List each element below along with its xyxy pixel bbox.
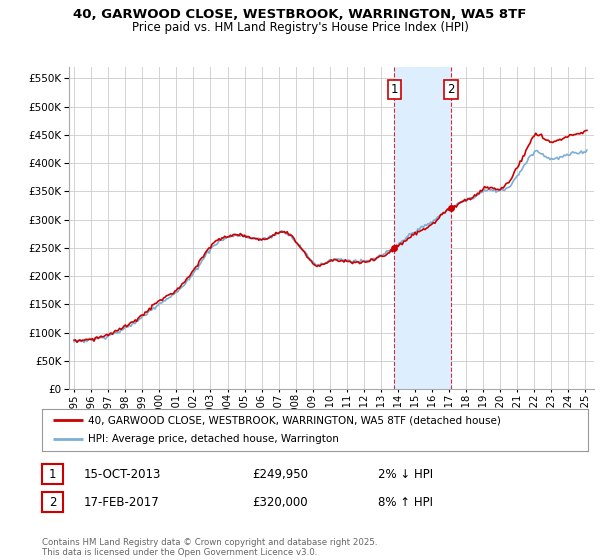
Bar [394,67,451,389]
Text: HPI: Average price, detached house, Warrington: HPI: Average price, detached house, Warr… [88,435,339,445]
Text: 8% ↑ HPI: 8% ↑ HPI [378,496,433,509]
Text: Contains HM Land Registry data © Crown copyright and database right 2025.
This d: Contains HM Land Registry data © Crown c… [42,538,377,557]
Text: 40, GARWOOD CLOSE, WESTBROOK, WARRINGTON, WA5 8TF (detached house): 40, GARWOOD CLOSE, WESTBROOK, WARRINGTON… [88,415,501,425]
Text: 1: 1 [49,468,56,481]
Text: 17-FEB-2017: 17-FEB-2017 [84,496,160,509]
Text: Price paid vs. HM Land Registry's House Price Index (HPI): Price paid vs. HM Land Registry's House … [131,21,469,34]
Text: 15-OCT-2013: 15-OCT-2013 [84,468,161,481]
Text: £320,000: £320,000 [252,496,308,509]
Text: 40, GARWOOD CLOSE, WESTBROOK, WARRINGTON, WA5 8TF: 40, GARWOOD CLOSE, WESTBROOK, WARRINGTON… [73,8,527,21]
Text: 1: 1 [391,83,398,96]
Text: £249,950: £249,950 [252,468,308,481]
Text: 2: 2 [49,496,56,509]
Text: 2% ↓ HPI: 2% ↓ HPI [378,468,433,481]
Text: 2: 2 [448,83,455,96]
